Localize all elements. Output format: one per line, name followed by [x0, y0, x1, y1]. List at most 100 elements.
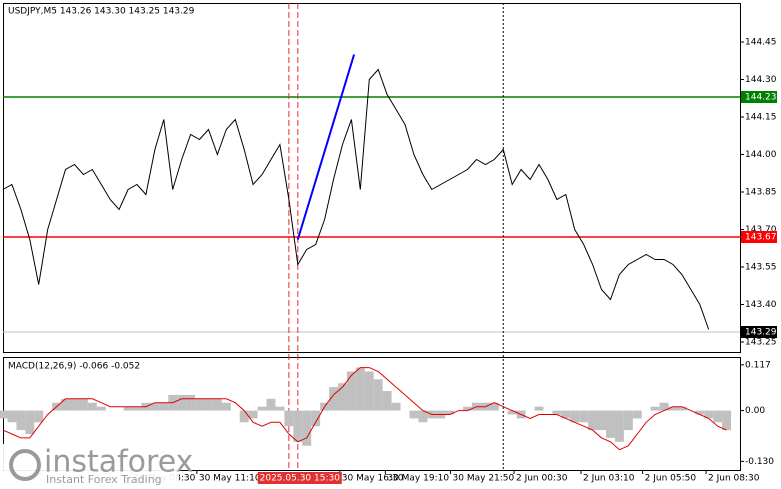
macd-bar: [239, 410, 249, 423]
trend-line: [296, 54, 356, 240]
macd-bar: [704, 410, 714, 419]
macd-title: MACD(12,26,9) -0.066 -0.052: [8, 362, 140, 372]
time-label-box: [257, 472, 342, 484]
macd-bar: [507, 410, 517, 415]
macd-bar: [382, 391, 392, 411]
main-panel: [3, 3, 741, 353]
macd-bar: [722, 410, 732, 431]
macd-bar: [96, 406, 106, 411]
macd-bar: [409, 410, 419, 419]
y-tick-label: -0.130: [745, 457, 774, 467]
y-tick-label: 143.25: [745, 338, 777, 348]
y-tick-label: 144.00: [745, 150, 777, 160]
y-tick-label: 143.40: [745, 300, 777, 310]
macd-bar: [418, 410, 428, 423]
x-tick-label: 2 Jun 03:10: [583, 474, 635, 484]
macd-bar: [311, 410, 321, 427]
x-tick-label: 2 Jun 08:30: [708, 474, 760, 484]
y-tick-label: 143.85: [745, 188, 777, 198]
level-label: 143.29: [745, 328, 777, 338]
macd-bar: [606, 410, 615, 438]
x-tick-label: 30 May 21:50: [453, 474, 515, 484]
y-tick-label: 0.117: [745, 360, 771, 370]
macd-bar: [632, 410, 642, 419]
signal-line: [2, 367, 727, 451]
macd-bar: [159, 402, 169, 411]
macd-bar: [561, 410, 571, 419]
macd-bar: [61, 398, 70, 411]
macd-bar: [186, 394, 196, 411]
macd-bar: [284, 410, 294, 427]
macd-bar: [123, 406, 133, 411]
macd-bar: [364, 371, 374, 411]
macd-bar: [329, 387, 338, 411]
macd-bar: [293, 410, 303, 442]
price-line: [2, 68, 710, 330]
macd-bar: [221, 402, 231, 411]
level-label: 144.23: [745, 93, 777, 103]
level-label-box: [741, 91, 777, 103]
y-tick-label: 144.45: [745, 38, 777, 48]
logo-name: instaforex: [44, 445, 193, 480]
macd-bar: [552, 410, 562, 415]
macd-bar: [659, 402, 669, 411]
macd-bar: [212, 398, 222, 411]
macd-bar: [346, 371, 356, 411]
y-tick-label: 0.00: [745, 406, 765, 416]
logo-icon: [9, 449, 41, 481]
macd-bar: [570, 410, 580, 423]
y-tick-label: 143.55: [745, 263, 777, 273]
macd-bar: [463, 406, 472, 411]
level-label-box: [741, 231, 777, 243]
macd-bar: [70, 398, 79, 411]
macd-bar: [650, 406, 660, 411]
y-tick-label: 143.70: [745, 225, 777, 235]
macd-bar: [355, 367, 365, 411]
x-tick-label: 30 May 11:10: [199, 474, 261, 484]
macd-bar: [302, 410, 312, 446]
macd-bar: [391, 402, 401, 411]
macd-bar: [87, 402, 97, 411]
level-label: 143.67: [745, 233, 777, 243]
time-label: 2025.05.30 15:30: [260, 474, 341, 484]
macd-bar: [78, 398, 88, 411]
macd-bar: [338, 383, 347, 411]
macd-bar: [614, 410, 624, 442]
chart-title: USDJPY,M5 143.26 143.30 143.25 143.29: [8, 7, 195, 17]
macd-bar: [177, 394, 187, 411]
x-tick-label: 2 Jun 05:50: [645, 474, 697, 484]
macd-bar: [266, 398, 276, 411]
macd-bar: [713, 410, 723, 423]
macd-bar: [373, 379, 383, 411]
macd-bar: [7, 410, 17, 423]
macd-bar: [623, 410, 633, 431]
x-tick-label: 30 May 19:10: [387, 474, 449, 484]
y-tick-label: 144.30: [745, 75, 777, 85]
macd-bar: [257, 406, 267, 411]
macd-bar: [0, 410, 8, 419]
macd-bar: [445, 410, 455, 415]
macd-bar: [275, 406, 285, 411]
macd-bar: [579, 410, 589, 423]
macd-bar: [677, 406, 687, 411]
macd-bar: [534, 406, 544, 411]
macd-bar: [25, 410, 35, 435]
macd-bar: [16, 410, 26, 431]
macd-bar: [489, 402, 499, 411]
x-tick-label: 2 Jun 00:30: [516, 474, 568, 484]
macd-bar: [34, 410, 44, 423]
macd-bar: [668, 406, 678, 411]
level-label-box: [741, 326, 777, 338]
macd-bar: [588, 410, 598, 431]
macd-bar: [195, 398, 204, 411]
logo-tagline: Instant Forex Trading: [46, 473, 162, 486]
x-tick-label: 30 May 16:30: [342, 474, 404, 484]
macd-bar: [695, 410, 705, 415]
macd-bar: [204, 398, 213, 411]
macd-bar: [248, 410, 258, 419]
y-tick-label: 144.15: [745, 113, 777, 123]
macd-bar: [132, 406, 142, 411]
macd-bar: [150, 402, 160, 411]
